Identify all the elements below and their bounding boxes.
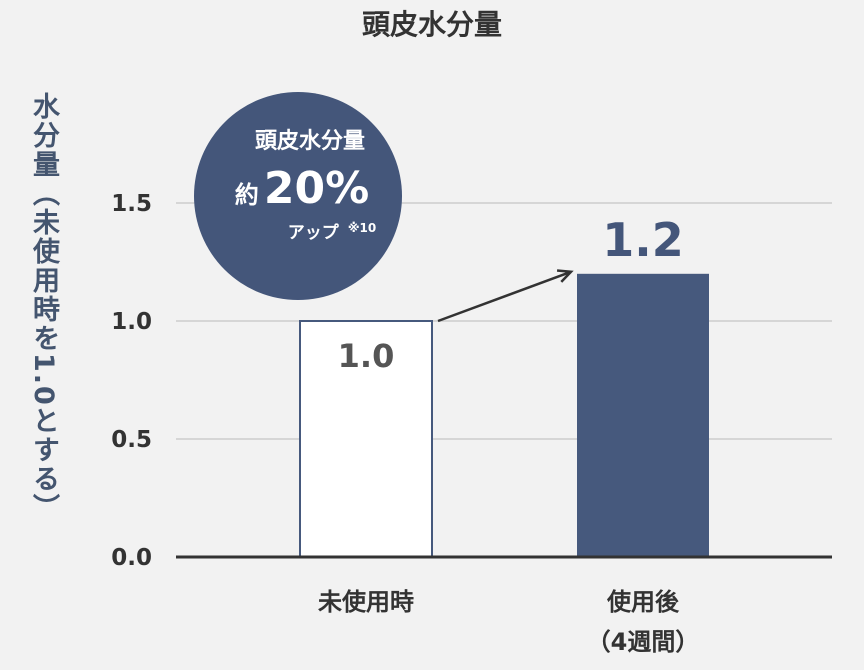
- y-tick-label: 1.0: [111, 309, 152, 335]
- badge-percent: 20%: [264, 163, 369, 214]
- increase-arrow: [437, 269, 574, 323]
- badge-up-text: アップ: [288, 222, 340, 243]
- y-tick-label: 1.5: [111, 191, 152, 217]
- bar-2: [577, 273, 709, 557]
- bars: [299, 273, 709, 558]
- badge-line3: アップ ※10: [288, 221, 376, 243]
- badge-footnote: ※10: [348, 221, 376, 235]
- badge-prefix: 約: [235, 181, 259, 209]
- x-category-sublabel: （4週間）: [587, 628, 700, 656]
- increase-badge: 頭皮水分量 約 20% アップ ※10: [194, 92, 402, 300]
- y-axis-label: 水分量（未使用時を1.0とする）: [28, 92, 59, 523]
- y-tick-labels: 0.0 0.5 1.0 1.5: [111, 191, 152, 571]
- x-category-label: 未使用時: [318, 588, 414, 616]
- data-label: 1.2: [602, 213, 684, 267]
- arrow-head: [556, 269, 574, 283]
- data-label: 1.0: [338, 337, 395, 375]
- y-tick-label: 0.0: [111, 545, 152, 571]
- data-labels: 1.0 1.2: [338, 213, 684, 375]
- x-tick-labels: 未使用時 使用後 （4週間）: [318, 588, 699, 656]
- badge-line2: 約 20%: [235, 163, 369, 214]
- chart-title: 頭皮水分量: [362, 8, 502, 41]
- x-category-label: 使用後: [606, 588, 680, 616]
- badge-circle: [194, 92, 402, 300]
- badge-line1: 頭皮水分量: [255, 128, 365, 154]
- y-tick-label: 0.5: [111, 427, 152, 453]
- arrow-line: [437, 270, 572, 323]
